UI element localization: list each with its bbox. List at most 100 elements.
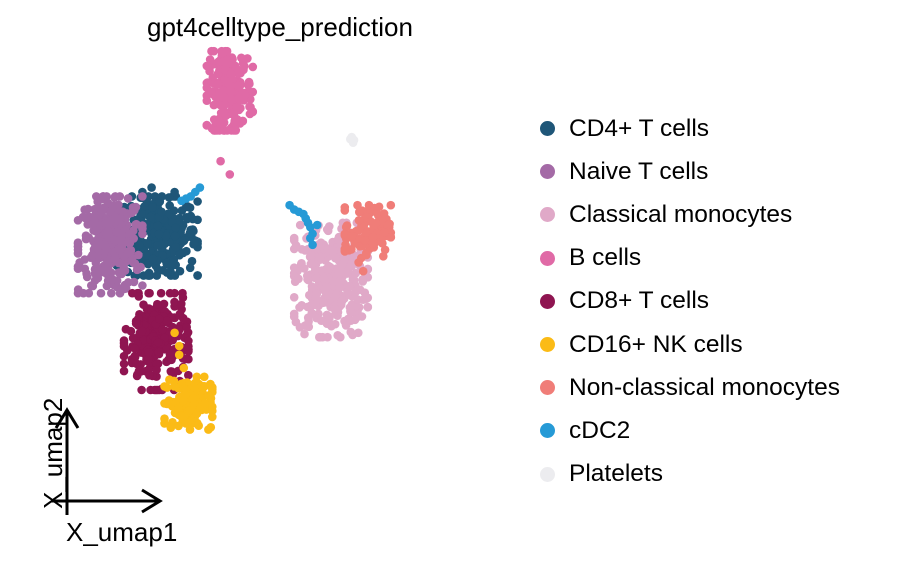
- data-point: [75, 258, 84, 267]
- data-point: [101, 264, 110, 273]
- data-point: [78, 212, 88, 222]
- data-point: [315, 252, 325, 262]
- data-point: [92, 192, 101, 201]
- data-point: [134, 366, 144, 376]
- data-point: [353, 200, 362, 210]
- data-point: [347, 231, 357, 241]
- data-point: [137, 385, 146, 395]
- legend-item-platelets: Platelets: [540, 453, 840, 496]
- legend-marker-icon: [540, 121, 555, 137]
- data-point: [177, 196, 186, 206]
- data-point: [162, 399, 172, 409]
- data-point: [335, 283, 344, 292]
- data-point: [139, 300, 148, 310]
- data-point: [202, 91, 212, 100]
- data-point: [179, 363, 189, 373]
- legend-marker-icon: [540, 337, 555, 353]
- data-point: [132, 219, 141, 229]
- data-point: [188, 214, 198, 224]
- data-point: [355, 225, 364, 235]
- data-point: [162, 316, 171, 326]
- data-point: [101, 219, 111, 228]
- data-point: [153, 338, 163, 347]
- legend-item-non-classical-monocytes: Non-classical monocytes: [540, 366, 840, 409]
- data-point: [153, 299, 162, 309]
- data-point: [147, 183, 156, 192]
- data-point: [130, 344, 139, 353]
- data-point: [231, 126, 241, 135]
- series-cd16-nk-cells: [160, 328, 217, 434]
- data-point: [209, 46, 219, 56]
- data-point: [227, 95, 237, 104]
- data-point: [88, 220, 97, 229]
- data-point: [182, 322, 191, 332]
- legend-label: Non-classical monocytes: [569, 373, 840, 401]
- data-point: [73, 249, 83, 258]
- data-point: [225, 170, 235, 179]
- data-point: [129, 258, 139, 268]
- data-point: [123, 194, 133, 203]
- legend-marker-icon: [540, 293, 555, 309]
- data-point: [166, 423, 176, 433]
- data-point: [119, 351, 129, 361]
- data-point: [188, 394, 198, 403]
- data-point: [171, 242, 180, 252]
- data-point: [350, 269, 360, 279]
- data-point: [222, 46, 232, 56]
- data-point: [340, 229, 350, 239]
- data-point: [138, 229, 147, 239]
- data-point: [204, 425, 213, 434]
- data-point: [379, 228, 389, 237]
- data-point: [146, 385, 155, 395]
- data-point: [307, 308, 317, 318]
- data-point: [96, 288, 106, 298]
- data-point: [319, 274, 328, 283]
- data-point: [184, 418, 193, 428]
- data-point: [330, 292, 340, 302]
- data-point: [331, 253, 340, 263]
- data-point: [232, 103, 241, 112]
- data-point: [126, 326, 136, 336]
- legend: CD4+ T cells Naive T cells Classical monoc…: [540, 107, 840, 496]
- data-point: [238, 55, 248, 64]
- data-point: [119, 366, 129, 376]
- data-point: [340, 244, 350, 254]
- legend-marker-icon: [540, 380, 555, 396]
- data-point: [162, 383, 172, 392]
- data-point: [142, 251, 151, 260]
- data-point: [112, 227, 122, 237]
- data-point: [98, 192, 108, 201]
- data-point: [363, 302, 373, 312]
- data-point: [289, 293, 299, 302]
- data-point: [115, 245, 125, 255]
- data-point: [336, 332, 345, 342]
- data-point: [368, 239, 377, 248]
- data-point: [138, 192, 147, 201]
- data-point: [80, 264, 90, 274]
- data-point: [291, 241, 301, 250]
- data-point: [354, 258, 363, 267]
- data-point: [335, 277, 344, 286]
- legend-label: CD8+ T cells: [569, 287, 710, 315]
- data-point: [346, 134, 355, 144]
- data-point: [297, 301, 307, 310]
- data-point: [341, 321, 351, 330]
- legend-item-cd8-t-cells: CD8+ T cells: [540, 280, 840, 323]
- data-point: [190, 238, 199, 247]
- data-point: [128, 288, 137, 298]
- data-point: [80, 205, 89, 214]
- data-point: [312, 273, 322, 283]
- data-point: [340, 203, 350, 212]
- data-point: [181, 354, 190, 364]
- data-point: [200, 399, 210, 408]
- legend-item-cdc2: cDC2: [540, 409, 840, 452]
- data-point: [322, 283, 331, 292]
- data-point: [202, 83, 212, 92]
- data-point: [185, 425, 195, 434]
- data-point: [347, 259, 357, 268]
- data-point: [100, 241, 110, 251]
- legend-marker-icon: [540, 466, 555, 482]
- data-point: [386, 200, 396, 210]
- data-point: [306, 259, 316, 269]
- data-point: [114, 268, 124, 277]
